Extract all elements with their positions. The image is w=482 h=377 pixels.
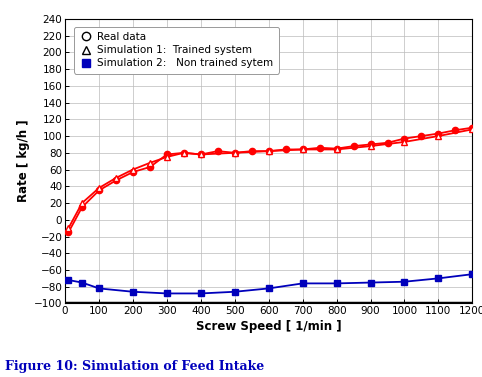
Text: Figure 10: Simulation of Feed Intake: Figure 10: Simulation of Feed Intake [5,360,264,373]
Y-axis label: Rate [ kg/h ]: Rate [ kg/h ] [17,120,30,202]
Legend: Real data, Simulation 1:  Trained system, Simulation 2:   Non trained sytem: Real data, Simulation 1: Trained system,… [74,27,279,74]
X-axis label: Screw Speed [ 1/min ]: Screw Speed [ 1/min ] [196,320,342,333]
